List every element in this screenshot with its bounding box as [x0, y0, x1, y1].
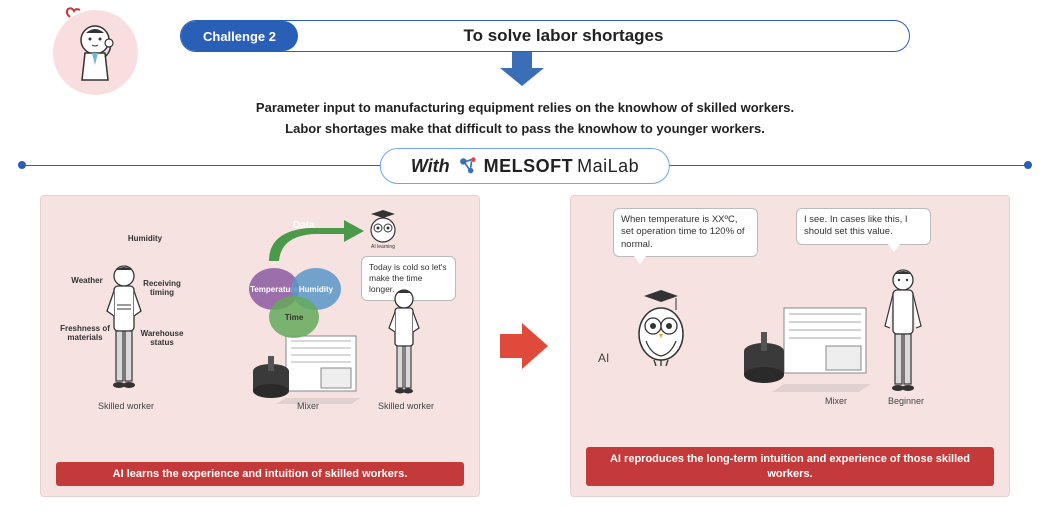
challenge-bar: Challenge 2 To solve labor shortages — [180, 20, 910, 52]
with-text: With — [411, 156, 450, 177]
ai-learning-icon: AI learning — [361, 206, 405, 250]
label-beginner: Beginner — [881, 396, 931, 406]
thinking-person-illustration — [50, 5, 140, 95]
svg-text:AI learning: AI learning — [371, 244, 395, 250]
left-panel-caption: AI learns the experience and intuition o… — [56, 462, 464, 486]
speech-ai: When temperature is XXºC, set operation … — [613, 208, 758, 257]
ai-label: AI — [598, 351, 609, 365]
melsoft-brand: MELSOFT — [484, 156, 574, 177]
mailab-logo: MELSOFT MaiLab — [458, 155, 640, 177]
mailab-icon — [458, 155, 480, 177]
label-mixer-right: Mixer — [816, 396, 856, 406]
speech-beginner: I see. In cases like this, I should set … — [796, 208, 931, 245]
mailab-brand: MaiLab — [577, 156, 639, 177]
with-mailab-pill: With MELSOFT MaiLab — [380, 148, 670, 184]
data-label: Data — [293, 220, 315, 231]
ai-owl-illustration — [626, 286, 696, 376]
label-skilled-1: Skilled worker — [91, 401, 161, 411]
right-panel-caption: AI reproduces the long-term intuition an… — [586, 447, 994, 486]
red-right-arrow-icon — [500, 321, 550, 371]
label-skilled-2: Skilled worker — [371, 401, 441, 411]
right-panel: When temperature is XXºC, set operation … — [570, 195, 1010, 497]
skilled-worker-1-illustration — [97, 261, 152, 396]
mixer-right-illustration — [736, 296, 876, 396]
hex-humidity: Humidity — [119, 216, 171, 262]
skilled-worker-2-illustration — [379, 286, 429, 401]
red-arrow-wrap — [495, 195, 555, 497]
challenge-badge: Challenge 2 — [181, 21, 298, 51]
problem-description: Parameter input to manufacturing equipme… — [0, 98, 1050, 140]
problem-line-1: Parameter input to manufacturing equipme… — [0, 98, 1050, 119]
circle-time: Time — [269, 296, 319, 338]
infographic-root: Challenge 2 To solve labor shortages Par… — [0, 0, 1050, 522]
problem-line-2: Labor shortages make that difficult to p… — [0, 119, 1050, 140]
label-mixer-left: Mixer — [288, 401, 328, 411]
beginner-illustration — [876, 266, 931, 401]
panels-row: Humidity Weather Receiving timing Freshn… — [40, 195, 1010, 497]
challenge-title: To solve labor shortages — [298, 26, 909, 46]
mixer-left-illustration — [246, 326, 366, 406]
left-panel: Humidity Weather Receiving timing Freshn… — [40, 195, 480, 497]
